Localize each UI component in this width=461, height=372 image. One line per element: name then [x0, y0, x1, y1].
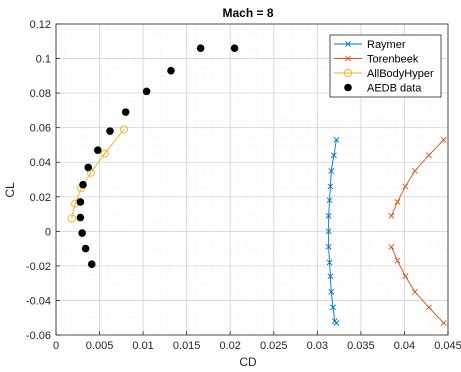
x-marker [330, 152, 337, 159]
data-point [167, 66, 175, 75]
y-tick-label: 0.02 [30, 192, 51, 204]
y-axis-title: CL [3, 182, 17, 198]
series-line [328, 139, 337, 324]
series-line [71, 129, 125, 219]
legend-entry: AEDB data [344, 83, 422, 95]
circle-marker [100, 149, 109, 158]
x-marker [345, 41, 351, 47]
x-marker [327, 273, 334, 280]
circle-marker [119, 125, 128, 134]
x-marker [326, 197, 333, 204]
x-tick-label: 0.025 [260, 340, 288, 352]
y-tick-label: 0 [45, 226, 51, 238]
data-point [76, 213, 85, 222]
y-tick-label: 0.08 [30, 88, 51, 100]
y-tick-label: -0.02 [26, 261, 51, 273]
x-tick-label: 0.02 [220, 340, 241, 352]
data-point [230, 44, 239, 52]
x-tick-label: 0.04 [394, 340, 415, 352]
x-marker [394, 257, 401, 264]
data-point [84, 163, 93, 172]
data-point [121, 108, 130, 116]
x-marker [425, 304, 432, 311]
x-marker [440, 319, 447, 326]
x-marker [388, 243, 395, 250]
series-torenbeek [388, 136, 447, 326]
x-marker [440, 136, 447, 143]
y-tick-label: -0.06 [26, 330, 51, 342]
x-marker [325, 243, 332, 250]
x-tick-label: 0.005 [86, 340, 114, 352]
x-tick-label: 0 [53, 340, 59, 352]
data-point [196, 44, 205, 52]
y-tick-label: 0.12 [30, 19, 51, 31]
legend-label: Torenbeek [367, 54, 419, 66]
x-axis-title: CD [239, 355, 257, 369]
x-marker [388, 212, 395, 219]
x-marker [328, 288, 335, 295]
data-point [106, 127, 114, 135]
axes-box [55, 23, 449, 336]
x-tick-label: 0.01 [132, 340, 153, 352]
data-point [142, 87, 151, 96]
legend-entry: AllBodyHyper [334, 68, 434, 80]
x-tick-label: 0.015 [173, 340, 201, 352]
x-marker [411, 288, 418, 295]
x-marker [333, 136, 340, 143]
x-tick-label: 0.045 [434, 340, 461, 352]
x-marker [394, 199, 401, 205]
x-marker [425, 152, 432, 159]
x-tick-label: 0.03 [307, 340, 328, 352]
x-marker [333, 319, 340, 326]
series-raymer [325, 136, 340, 326]
legend-label: AEDB data [367, 83, 422, 95]
x-marker [330, 304, 336, 311]
data-point [76, 198, 85, 206]
legend-entry: Torenbeek [334, 54, 419, 66]
circle-marker [343, 68, 353, 78]
legend: Raymer Torenbeek AllBodyHyper AEDB data [329, 34, 442, 98]
data-point [87, 260, 96, 268]
y-tick-label: 0.04 [30, 157, 51, 169]
x-tick-label: 0.035 [347, 340, 375, 352]
circle-marker [67, 214, 76, 223]
x-marker [402, 273, 409, 280]
data-point [78, 229, 86, 237]
x-marker [411, 167, 418, 174]
legend-label: Raymer [367, 39, 406, 51]
x-marker [325, 212, 332, 219]
y-tick-label: 0.06 [30, 123, 51, 135]
chart-title: Mach = 8 [222, 6, 273, 20]
series-aedb-data [76, 44, 239, 268]
x-marker [345, 55, 351, 62]
x-marker [326, 259, 333, 266]
x-marker [328, 167, 335, 174]
y-tick-label: -0.04 [26, 295, 51, 307]
data-point [94, 146, 102, 154]
data-point [344, 83, 352, 92]
x-marker [325, 228, 332, 235]
legend-label: AllBodyHyper [367, 68, 434, 80]
data-point [79, 180, 87, 189]
y-tick-label: 0.1 [36, 54, 51, 66]
x-marker [327, 183, 334, 190]
data-point [81, 244, 90, 253]
legend-entry: Raymer [334, 39, 406, 51]
x-marker [402, 183, 409, 190]
